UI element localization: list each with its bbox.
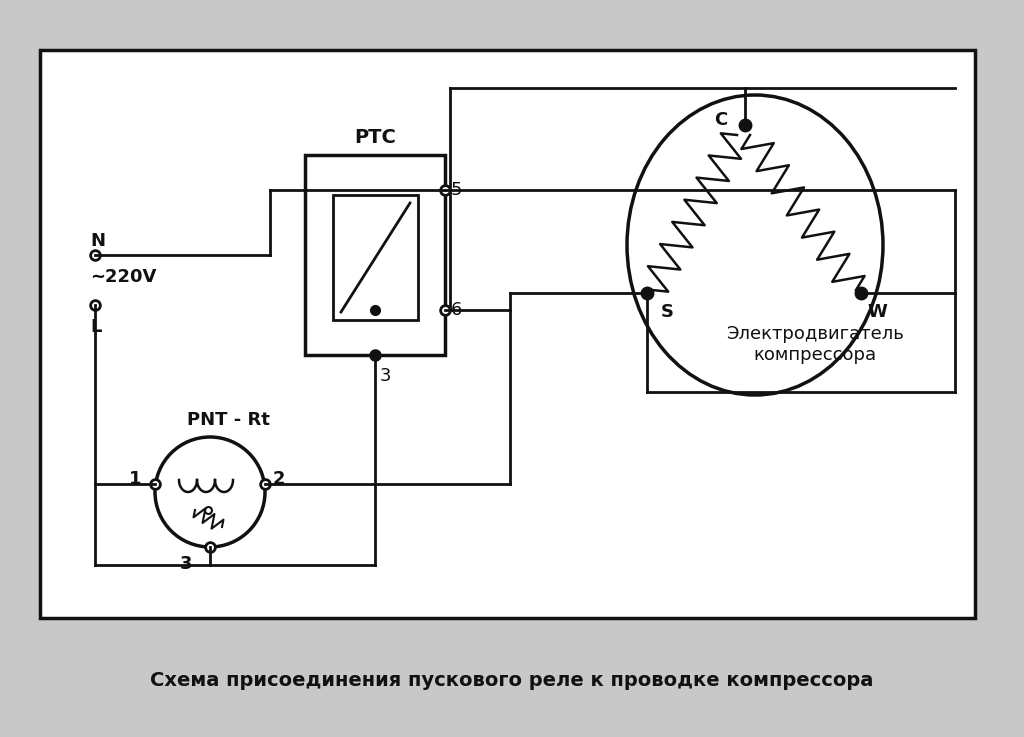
Bar [333, 195, 418, 320]
Text: Электродвигатель
компрессора: Электродвигатель компрессора [726, 325, 904, 364]
Text: PNT - Rt: PNT - Rt [186, 411, 269, 429]
Text: S: S [662, 303, 674, 321]
Circle shape [155, 437, 265, 547]
Text: C: C [714, 111, 727, 129]
Bar [40, 50, 975, 618]
Text: Схема присоединения пускового реле к проводке компрессора: Схема присоединения пускового реле к про… [151, 671, 873, 690]
Text: 2: 2 [273, 470, 286, 488]
Text: W: W [867, 303, 887, 321]
Bar [305, 155, 445, 355]
Text: 6: 6 [451, 301, 463, 319]
Text: N: N [90, 232, 105, 250]
Text: 3: 3 [179, 555, 193, 573]
Text: 3: 3 [380, 367, 391, 385]
Text: L: L [90, 318, 101, 336]
Text: 1: 1 [128, 470, 141, 488]
Text: ~220V: ~220V [90, 268, 157, 286]
Ellipse shape [627, 95, 883, 395]
Text: 5: 5 [451, 181, 463, 199]
Text: PTC: PTC [354, 128, 396, 147]
